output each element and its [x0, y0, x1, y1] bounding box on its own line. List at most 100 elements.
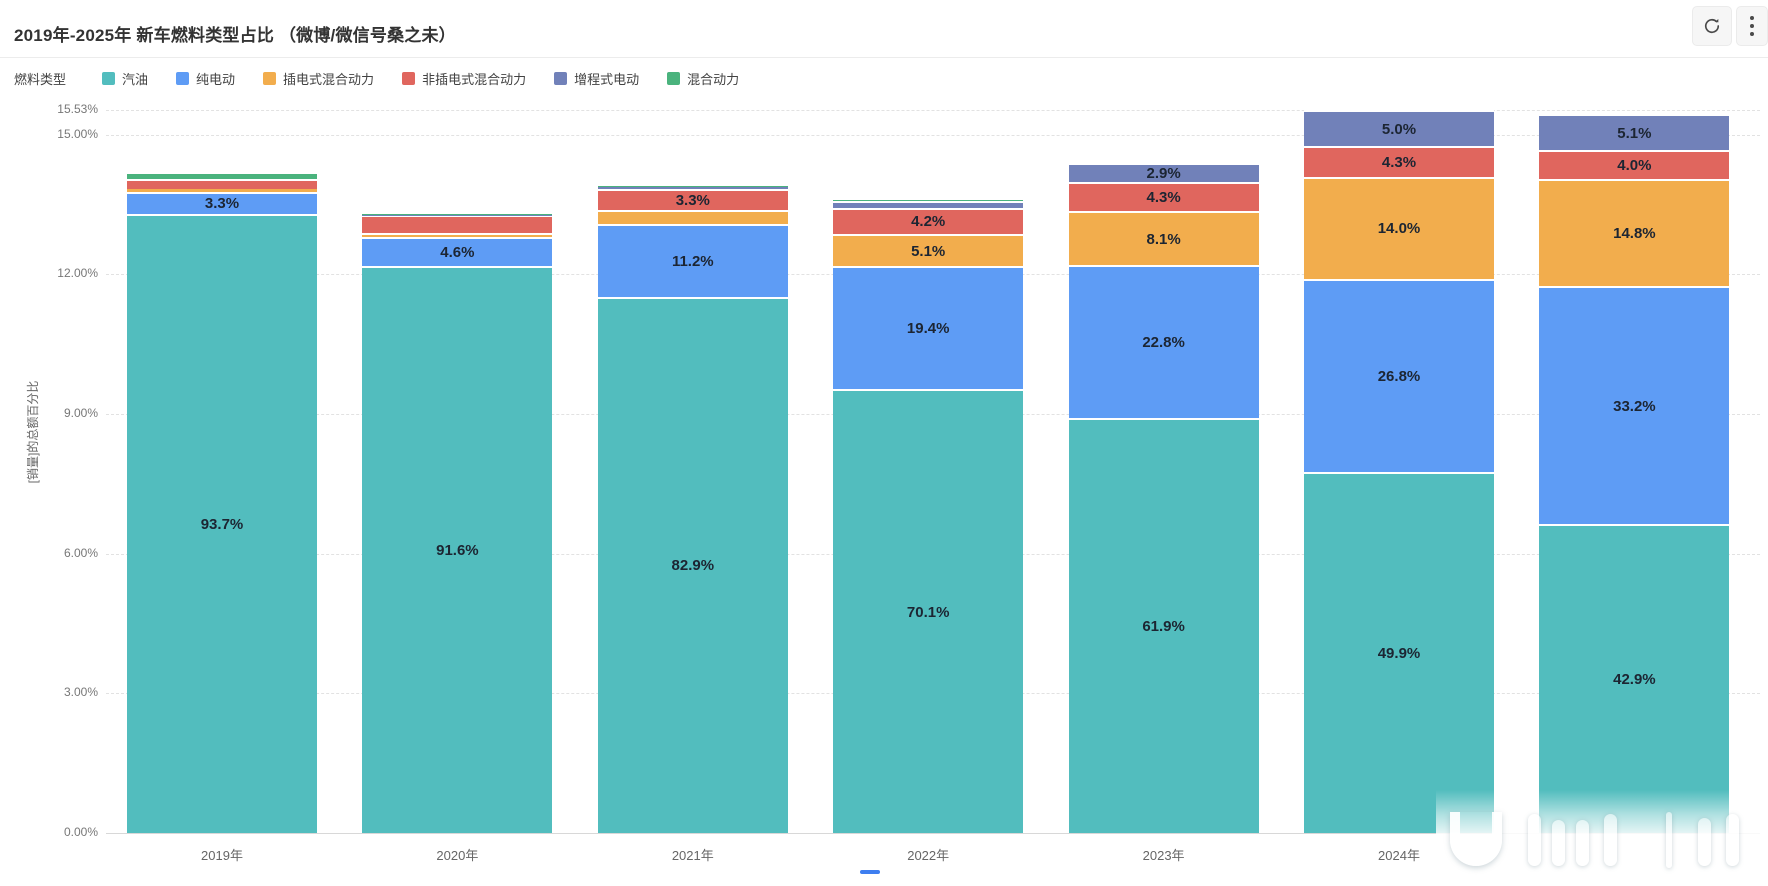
bar-segment-label: 91.6%: [436, 541, 479, 559]
bar-segment-label: 5.1%: [911, 242, 946, 260]
y-axis-tick-label: 9.00%: [63, 406, 98, 421]
legend-item[interactable]: 纯电动: [176, 69, 235, 88]
bar-segment-label: 4.3%: [1146, 189, 1181, 207]
x-axis-tick-label: 2019年: [201, 848, 243, 863]
bar-segment-label: 3.3%: [204, 195, 240, 213]
bar-segment[interactable]: 3.3%: [597, 188, 788, 210]
legend-swatch-icon: [102, 71, 116, 85]
bar-segment[interactable]: 22.8%: [1068, 265, 1259, 419]
bar-segment[interactable]: 42.9%: [1539, 524, 1730, 833]
bar-segment-label: 11.2%: [671, 252, 714, 270]
bar-segment[interactable]: [362, 214, 553, 216]
bar-segment[interactable]: 4.6%: [362, 237, 553, 266]
y-axis-tick-label: 15.53%: [57, 102, 98, 117]
bar-segment[interactable]: 61.9%: [1068, 418, 1259, 833]
legend-swatch-icon: [402, 71, 416, 85]
legend-item-label: 非插电式混合动力: [422, 71, 527, 87]
more-options-button[interactable]: [1736, 6, 1768, 46]
bar-segment-label: 82.9%: [671, 557, 715, 575]
legend-item-label: 插电式混合动力: [283, 71, 375, 87]
bar-segment-label: 4.0%: [1617, 157, 1652, 175]
legend-item[interactable]: 汽油: [102, 69, 148, 88]
y-axis-tick-label: 6.00%: [63, 545, 98, 560]
legend-item[interactable]: 非插电式混合动力: [402, 69, 526, 88]
bar-segment-label: 14.8%: [1613, 224, 1656, 242]
bar-segment[interactable]: 14.0%: [1304, 177, 1494, 279]
bar-segment[interactable]: 91.6%: [362, 265, 553, 833]
bar-segment[interactable]: 5.1%: [833, 234, 1024, 267]
bar-segment[interactable]: 11.2%: [597, 224, 788, 297]
y-axis-tick-label: 15.00%: [57, 126, 98, 141]
x-axis-tick-label: 2020年: [436, 848, 479, 863]
bar-segment[interactable]: 3.3%: [127, 191, 317, 214]
bar-segment[interactable]: 4.3%: [1068, 182, 1259, 211]
bar-segment-label: 93.7%: [200, 515, 244, 533]
legend-swatch-icon: [667, 71, 681, 85]
legend-item-label: 混合动力: [687, 71, 740, 87]
legend-item-label: 纯电动: [196, 71, 236, 87]
y-axis-tick-label: 3.00%: [63, 685, 98, 700]
y-axis-tick-label: 0.00%: [63, 825, 98, 839]
bar-segment-label: 61.9%: [1142, 618, 1185, 636]
bar-segment[interactable]: [127, 189, 317, 192]
bar-segment[interactable]: 70.1%: [833, 389, 1024, 833]
bar-segment[interactable]: [833, 199, 1024, 201]
bar-segment[interactable]: 5.0%: [1304, 110, 1494, 147]
page-title: 2019年-2025年 新车燃料类型占比 （微博/微信号桑之未）: [14, 26, 456, 45]
bar-segment[interactable]: [127, 171, 317, 180]
legend-swatch-icon: [554, 71, 568, 85]
legend-item[interactable]: 混合动力: [667, 69, 739, 88]
scroll-indicator[interactable]: [860, 870, 880, 874]
kebab-menu-icon: [1750, 16, 1754, 36]
legend-title: 燃料类型: [14, 71, 67, 87]
gridline: [106, 110, 1760, 112]
legend-item[interactable]: 插电式混合动力: [263, 69, 374, 88]
bar-segment[interactable]: [362, 213, 553, 215]
bar-segment-label: 8.1%: [1146, 230, 1181, 248]
legend-item-label: 增程式电动: [574, 71, 640, 87]
bar-segment[interactable]: [362, 233, 553, 238]
bar-segment[interactable]: [597, 185, 788, 187]
bar-segment-label: 49.9%: [1377, 645, 1421, 663]
legend-item[interactable]: 增程式电动: [554, 69, 639, 88]
gridline: [106, 134, 1760, 136]
bar-segment-label: 5.1%: [1617, 124, 1652, 142]
refresh-button[interactable]: [1692, 6, 1732, 46]
bar-segment[interactable]: 8.1%: [1068, 210, 1259, 266]
bar-segment[interactable]: [362, 215, 553, 234]
bar-segment-label: 4.2%: [911, 213, 946, 231]
bar-segment[interactable]: [127, 179, 317, 190]
bar-segment-label: 33.2%: [1613, 397, 1656, 415]
legend-swatch-icon: [263, 71, 277, 85]
title-divider: [0, 57, 1768, 58]
x-axis-tick-label: 2021年: [671, 848, 714, 863]
y-axis-tick-label: 12.00%: [57, 266, 98, 281]
bar-segment[interactable]: 14.8%: [1539, 179, 1730, 286]
y-axis-title: [销量]的总额百分比: [26, 380, 40, 484]
bar-segment[interactable]: 19.4%: [833, 266, 1024, 390]
bar-segment[interactable]: 33.2%: [1539, 285, 1730, 525]
bar-segment[interactable]: 4.3%: [1304, 146, 1494, 178]
bar-segment[interactable]: 2.9%: [1068, 162, 1259, 183]
bar-segment[interactable]: 5.1%: [1539, 113, 1730, 151]
bar-segment-label: 4.3%: [1381, 154, 1417, 172]
bar-segment-label: 14.0%: [1377, 220, 1421, 238]
bar-segment-label: 2.9%: [1146, 164, 1181, 182]
bar-segment[interactable]: 82.9%: [597, 296, 788, 833]
bar-segment[interactable]: 4.0%: [1539, 150, 1730, 180]
bar-segment[interactable]: [597, 186, 788, 189]
bar-segment[interactable]: 49.9%: [1304, 472, 1494, 833]
bar-segment[interactable]: 4.2%: [833, 207, 1024, 235]
x-axis-tick-label: 2024年: [1378, 848, 1420, 863]
bar-segment-label: 5.0%: [1381, 120, 1417, 138]
x-axis-tick-label: 2022年: [907, 848, 950, 863]
bar-segment[interactable]: 26.8%: [1304, 278, 1494, 473]
bar-segment-label: 4.6%: [440, 244, 475, 262]
legend-item-label: 汽油: [122, 71, 149, 87]
bar-segment-label: 26.8%: [1377, 367, 1421, 385]
bar-segment[interactable]: [833, 200, 1024, 208]
bar-segment[interactable]: 93.7%: [127, 213, 317, 833]
bar-segment[interactable]: [597, 209, 788, 225]
bar-segment-label: 19.4%: [906, 320, 950, 338]
